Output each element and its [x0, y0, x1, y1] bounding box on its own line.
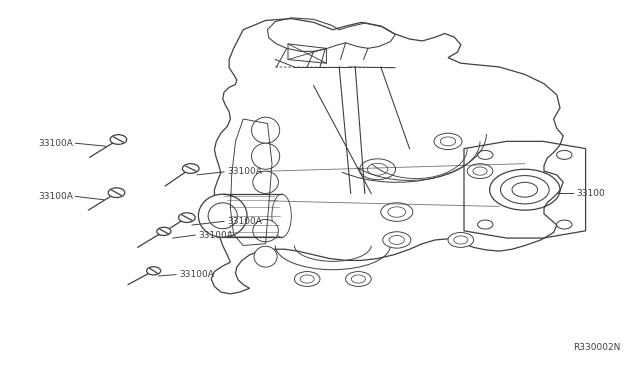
Circle shape — [557, 220, 572, 229]
Circle shape — [294, 272, 320, 286]
Ellipse shape — [252, 143, 280, 169]
Circle shape — [110, 135, 127, 144]
Circle shape — [360, 159, 396, 180]
Ellipse shape — [254, 246, 277, 267]
Circle shape — [108, 188, 125, 198]
Ellipse shape — [253, 219, 278, 242]
Circle shape — [182, 164, 199, 173]
Ellipse shape — [252, 117, 280, 143]
Circle shape — [467, 164, 493, 179]
Ellipse shape — [253, 171, 278, 193]
Text: 33100A: 33100A — [227, 217, 262, 226]
Circle shape — [448, 232, 474, 247]
Text: 33100A: 33100A — [39, 139, 74, 148]
Ellipse shape — [198, 194, 247, 237]
Circle shape — [147, 267, 161, 275]
Circle shape — [434, 133, 462, 150]
Text: R330002N: R330002N — [573, 343, 621, 352]
Circle shape — [383, 232, 411, 248]
Text: 33100A: 33100A — [198, 231, 233, 240]
Text: 33100A: 33100A — [227, 167, 262, 176]
Circle shape — [381, 203, 413, 221]
Circle shape — [157, 227, 171, 235]
Text: 33100: 33100 — [576, 189, 605, 198]
Circle shape — [477, 220, 493, 229]
Circle shape — [557, 150, 572, 159]
Circle shape — [477, 150, 493, 159]
Circle shape — [179, 213, 195, 222]
Text: 33100A: 33100A — [179, 270, 214, 279]
Circle shape — [346, 272, 371, 286]
Text: 33100A: 33100A — [39, 192, 74, 201]
